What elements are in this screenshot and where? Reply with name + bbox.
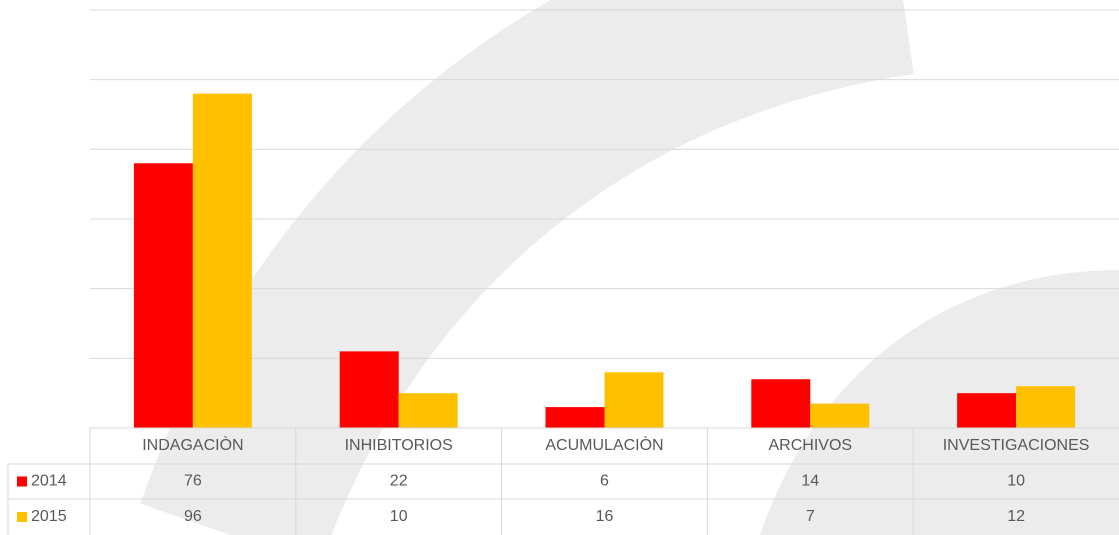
bar <box>398 393 458 428</box>
watermark-arc <box>760 270 1119 535</box>
table-value: 6 <box>600 473 609 490</box>
table-value: 12 <box>1007 508 1025 525</box>
table-value: 96 <box>184 508 202 525</box>
table-value: 10 <box>390 508 408 525</box>
table-value: 16 <box>596 508 614 525</box>
table-value: 14 <box>801 473 819 490</box>
legend-swatch <box>17 476 27 487</box>
legend-label: 2015 <box>31 508 67 525</box>
x-tick-label: INDAGACIÒN <box>142 435 243 454</box>
bar <box>192 93 252 428</box>
table-value: 10 <box>1007 473 1025 490</box>
legend-label: 2014 <box>31 473 67 490</box>
bar <box>339 351 399 428</box>
x-tick-label: ACUMULACIÒN <box>545 435 663 454</box>
bar <box>751 379 811 428</box>
table-value: 22 <box>390 473 408 490</box>
legend-swatch <box>17 512 27 522</box>
bar <box>810 403 870 428</box>
background-watermark <box>140 0 1119 535</box>
bar <box>545 407 605 428</box>
x-tick-label: INHIBITORIOS <box>345 437 453 454</box>
x-tick-label: INVESTIGACIONES <box>943 437 1090 454</box>
table-value: 7 <box>806 508 815 525</box>
bar <box>133 163 193 428</box>
bar <box>604 372 664 428</box>
watermark-arc <box>140 0 915 535</box>
x-tick-label: ARCHIVOS <box>769 437 853 454</box>
bar <box>1016 386 1076 428</box>
table-value: 76 <box>184 473 202 490</box>
bar <box>957 393 1017 428</box>
